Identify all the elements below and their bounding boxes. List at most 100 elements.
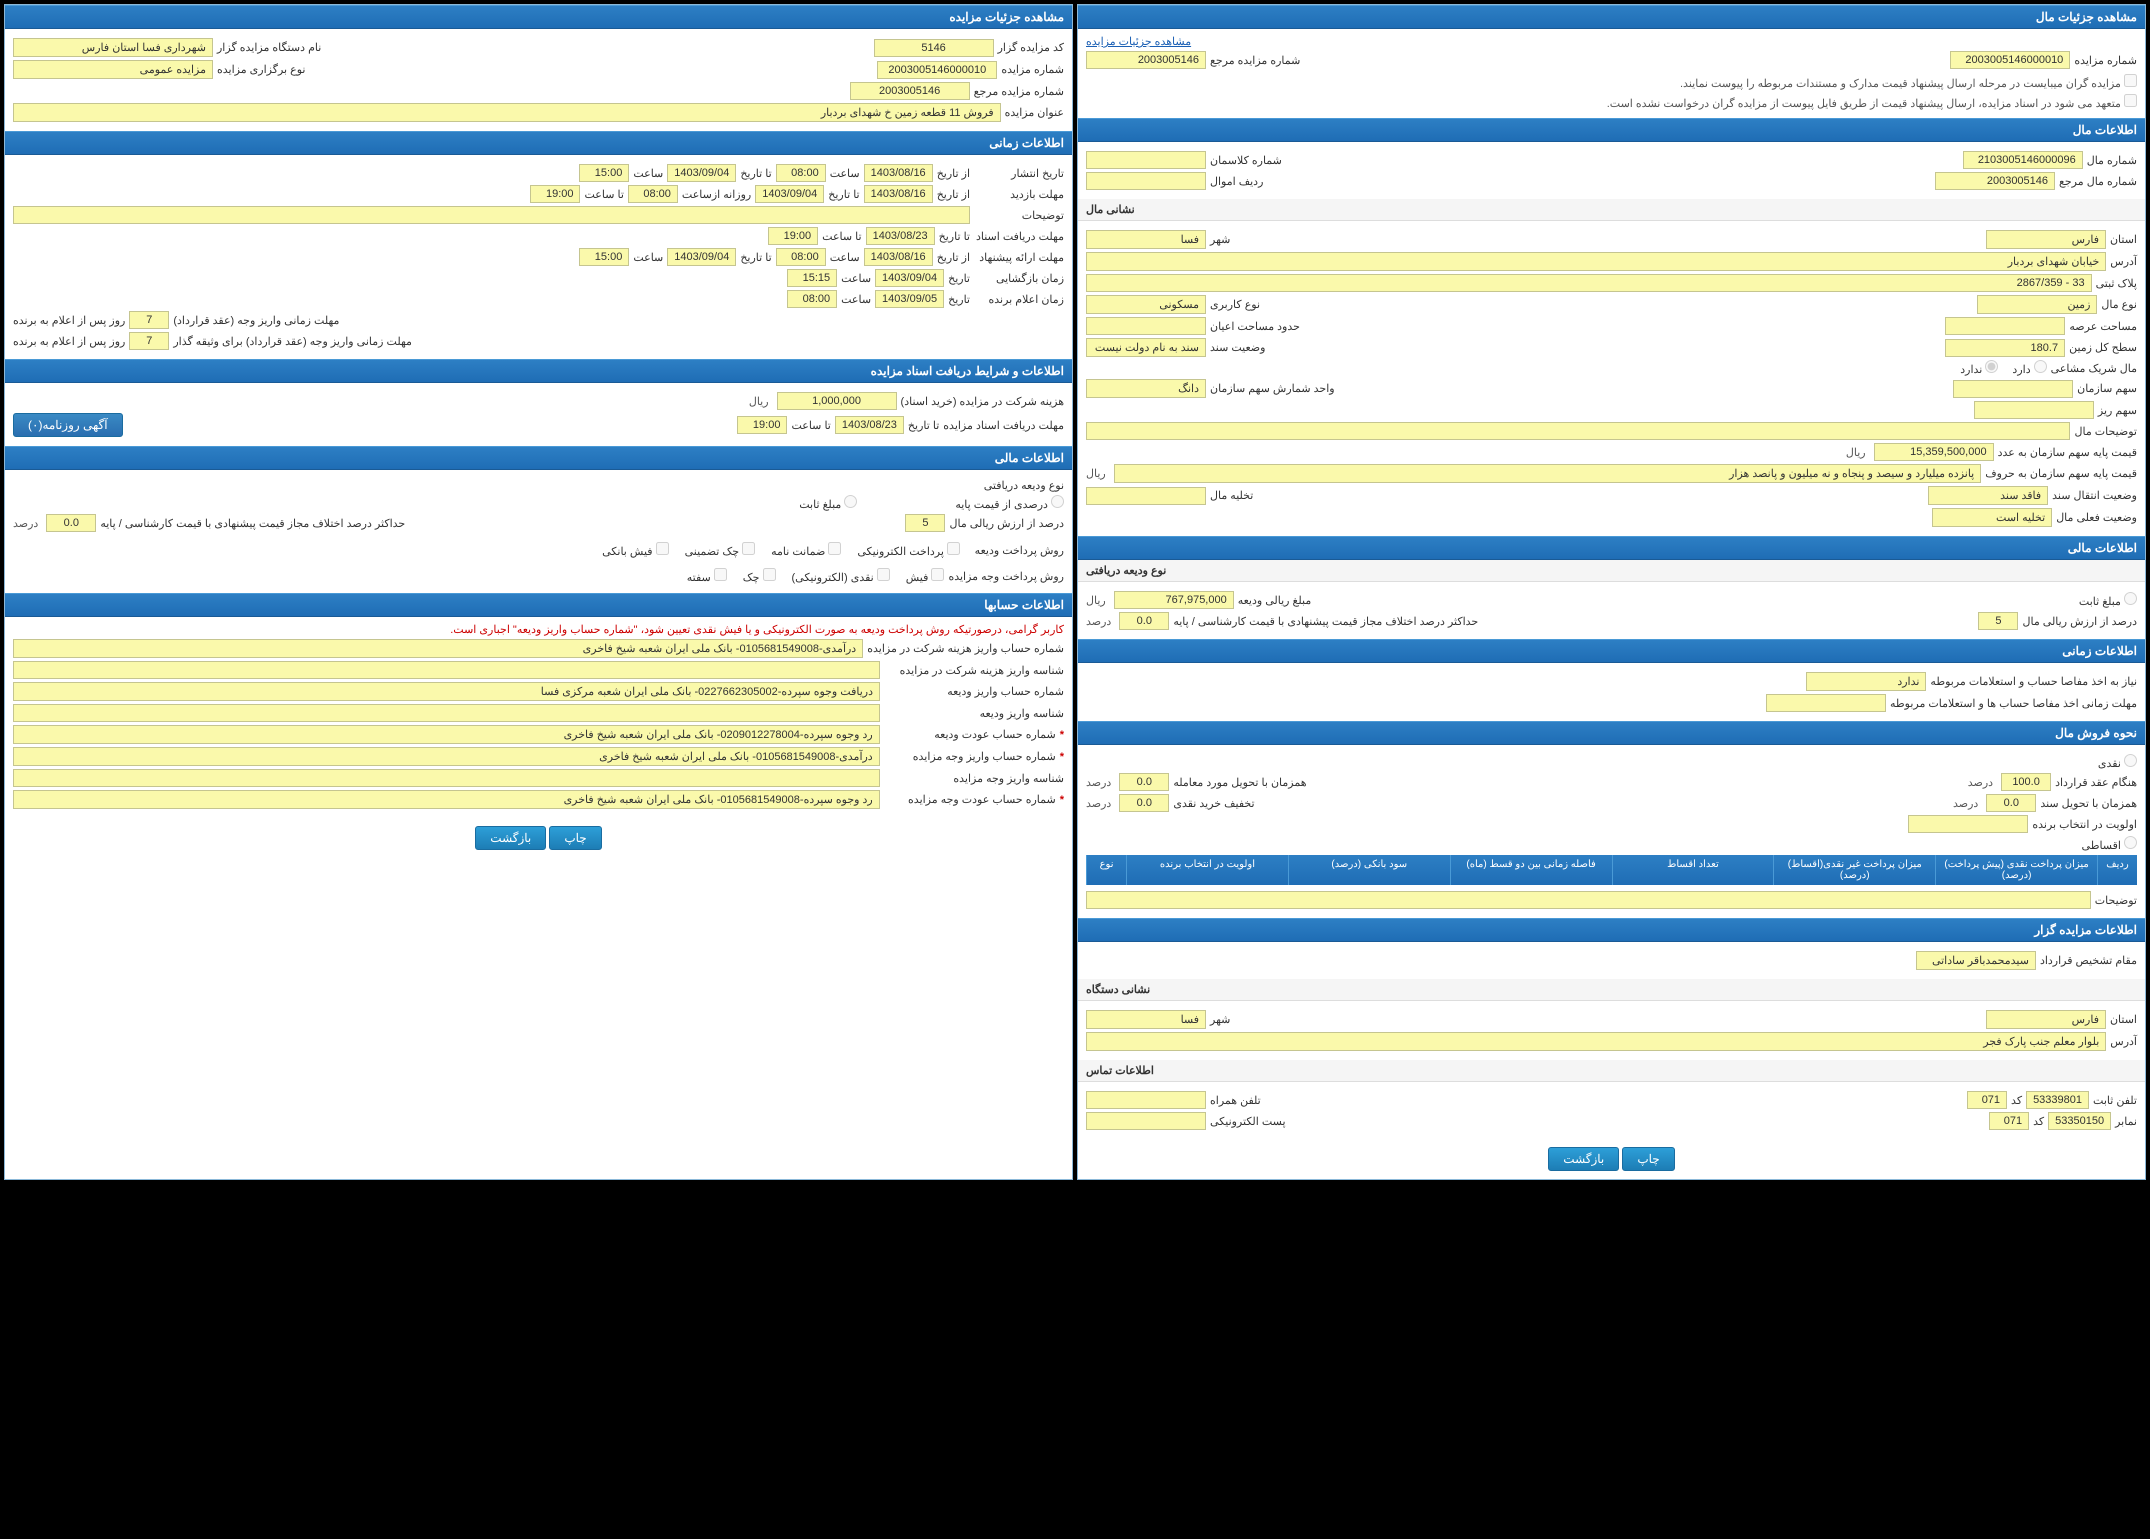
field-id-dep bbox=[13, 704, 880, 722]
chk-bank[interactable]: فیش بانکی bbox=[602, 542, 668, 558]
field-base-num: 15,359,500,000 bbox=[1874, 443, 1994, 461]
sub-deposit-type: نوع ودیعه دریافتی bbox=[1078, 560, 2145, 582]
field-email bbox=[1086, 1112, 1206, 1130]
field-fax-code: 071 bbox=[1989, 1112, 2029, 1130]
field-addr: خیابان شهدای بردبار bbox=[1086, 252, 2106, 271]
section-financial-header: اطلاعات مالی bbox=[5, 446, 1072, 470]
chk-guarantee[interactable]: ضمانت نامه bbox=[771, 542, 841, 558]
field-open-t: 15:15 bbox=[787, 269, 837, 287]
field-visit-from-d: 1403/08/16 bbox=[864, 185, 933, 203]
label-auction-num: شماره مزایده bbox=[1001, 63, 1064, 76]
radio-shared-yes[interactable]: دارد bbox=[2012, 360, 2046, 376]
field-contract-pct: 100.0 bbox=[2001, 773, 2051, 791]
field-auction-num: 2003005146000010 bbox=[877, 61, 997, 79]
label-docs-deadline2: مهلت دریافت اسناد مزایده bbox=[943, 419, 1064, 432]
field-deadline2 bbox=[1766, 694, 1886, 712]
field-id-fee bbox=[13, 661, 880, 679]
field-pct2: 5 bbox=[1978, 612, 2018, 630]
installment-table-header: ردیف میزان پرداخت نقدی (پیش پرداخت) (درص… bbox=[1086, 855, 2137, 885]
field-base-txt: پانزده میلیارد و سیصد و پنجاه و نه میلیو… bbox=[1114, 464, 1982, 483]
section-property-header: مشاهده جزئیات مال bbox=[1078, 5, 2145, 29]
label-fee: هزینه شرکت در مزایده (خرید اسناد) bbox=[901, 395, 1064, 408]
section-time2-header: اطلاعات زمانی bbox=[1078, 639, 2145, 663]
field-pub-to-date: 1403/09/04 bbox=[667, 164, 736, 182]
field-sub-share bbox=[1974, 401, 2094, 419]
label-acc-auc: شماره حساب واریز وجه مزایده bbox=[884, 750, 1056, 763]
label-num2: شماره مزایده bbox=[2074, 54, 2137, 67]
label-id-auc: شناسه واریز وجه مزایده bbox=[884, 772, 1064, 785]
left-panel: مشاهده جزئیات مال مشاهده جزئیات مزایده ش… bbox=[1077, 4, 2146, 1180]
field-offer-d2: 1403/09/04 bbox=[667, 248, 736, 266]
section-time-header: اطلاعات زمانی bbox=[5, 131, 1072, 155]
field-officer: سیدمحمدباقر ساداتی bbox=[1916, 951, 2036, 970]
radio-fixed[interactable]: مبلغ ثابت bbox=[799, 495, 857, 511]
label-id-dep: شناسه واریز ودیعه bbox=[884, 707, 1064, 720]
print-button-2[interactable]: چاپ bbox=[1622, 1147, 1674, 1171]
radio-install[interactable]: اقساطی bbox=[2082, 836, 2137, 852]
field-deed: سند به نام دولت نیست bbox=[1086, 338, 1206, 357]
label-winner-time: زمان اعلام برنده bbox=[974, 293, 1064, 306]
field-org-name: شهرداری فسا استان فارس bbox=[13, 38, 213, 57]
section-auction-details-header: مشاهده جزئیات مزایده bbox=[5, 5, 1072, 29]
field-diff2: 0.0 bbox=[1119, 612, 1169, 630]
view-auction-link[interactable]: مشاهده جزئیات مزایده bbox=[1086, 36, 1191, 48]
field-notes bbox=[13, 206, 970, 224]
label-acc-ret: شماره حساب عودت ودیعه bbox=[884, 728, 1056, 741]
sub-org-address: نشانی دستگاه bbox=[1078, 979, 2145, 1001]
chk-ecash[interactable]: نقدی (الکترونیکی) bbox=[792, 568, 890, 584]
field-limit bbox=[1086, 317, 1206, 335]
note2: متعهد می شود در اسناد مزایده، ارسال پیشن… bbox=[1086, 92, 2137, 112]
label-acc-dep: شماره حساب واریز ودیعه bbox=[884, 685, 1064, 698]
field-docs-t2: 19:00 bbox=[737, 416, 787, 434]
print-button[interactable]: چاپ bbox=[549, 826, 601, 850]
field-pub-from-date: 1403/08/16 bbox=[864, 164, 933, 182]
field-priority bbox=[1908, 815, 2028, 833]
chk-safte[interactable]: سفته bbox=[687, 568, 727, 584]
field-ref2: 2003005146 bbox=[1086, 51, 1206, 69]
field-winner-d: 1403/09/05 bbox=[875, 290, 944, 308]
field-unit: دانگ bbox=[1086, 379, 1206, 398]
field-row bbox=[1086, 172, 1206, 190]
field-docs-d: 1403/08/23 bbox=[866, 227, 935, 245]
label-ref2: شماره مزایده مرجع bbox=[1210, 54, 1300, 67]
field-org-share bbox=[1953, 380, 2073, 398]
field-current: تخلیه است bbox=[1932, 508, 2052, 527]
chk-cheque[interactable]: چک تضمینی bbox=[685, 542, 756, 558]
field-use: مسکونی bbox=[1086, 295, 1206, 314]
section-accounts-header: اطلاعات حسابها bbox=[5, 593, 1072, 617]
field-auction-type: مزایده عمومی bbox=[13, 60, 213, 79]
label-pay-deposit: روش پرداخت ودیعه bbox=[964, 544, 1064, 557]
radio-cash[interactable]: نقدی bbox=[2098, 754, 2137, 770]
sub-address: نشانی مال bbox=[1078, 199, 2145, 221]
note1: مزایده گران میبایست در مرحله ارسال پیشنه… bbox=[1086, 72, 2137, 92]
radio-fixed2[interactable]: مبلغ ثابت bbox=[2079, 592, 2137, 608]
field-pub-to-time: 15:00 bbox=[579, 164, 629, 182]
section-docs-cond-header: اطلاعات و شرایط دریافت اسناد مزایده bbox=[5, 359, 1072, 383]
newspaper-ad-button[interactable]: آگهی روزنامه(۰) bbox=[13, 413, 123, 437]
field-visit-to-d: 1403/09/04 bbox=[755, 185, 824, 203]
radio-pct-base[interactable]: درصدی از قیمت پایه bbox=[955, 495, 1064, 511]
label-pct-rial: درصد از ارزش ریالی مال bbox=[949, 517, 1064, 530]
field-total-area: 180.7 bbox=[1945, 339, 2065, 357]
field-tel-code: 071 bbox=[1967, 1091, 2007, 1109]
label-auction-type: نوع برگزاری مزایده bbox=[217, 63, 305, 76]
field-docs-d2: 1403/08/23 bbox=[835, 416, 904, 434]
chk-fish[interactable]: فیش bbox=[906, 568, 945, 584]
label-ref-num: شماره مزایده مرجع bbox=[974, 85, 1064, 98]
field-city: فسا bbox=[1086, 230, 1206, 249]
field-delivery-pct: 0.0 bbox=[1119, 773, 1169, 791]
label-pay-auction: روش پرداخت وجه مزایده bbox=[948, 570, 1064, 583]
field-auction-title: فروش 11 قطعه زمین خ شهدای بردبار bbox=[13, 103, 1001, 122]
field-auction-code: 5146 bbox=[874, 39, 994, 57]
radio-shared-no[interactable]: ندارد bbox=[1960, 360, 1998, 376]
back-button-2[interactable]: بازگشت bbox=[1548, 1147, 1619, 1171]
field-area bbox=[1945, 317, 2065, 335]
chk-epay[interactable]: پرداخت الکترونیکی bbox=[857, 542, 960, 558]
chk-chk[interactable]: چک bbox=[743, 568, 776, 584]
label-acc-ret2: شماره حساب عودت وجه مزایده bbox=[884, 793, 1056, 806]
field-discount: 0.0 bbox=[1119, 794, 1169, 812]
field-id-auc bbox=[13, 769, 880, 787]
label-offer-deadline: مهلت ارائه پیشنهاد bbox=[974, 251, 1064, 264]
back-button[interactable]: بازگشت bbox=[475, 826, 546, 850]
label-pub-date: تاریخ انتشار bbox=[974, 167, 1064, 180]
